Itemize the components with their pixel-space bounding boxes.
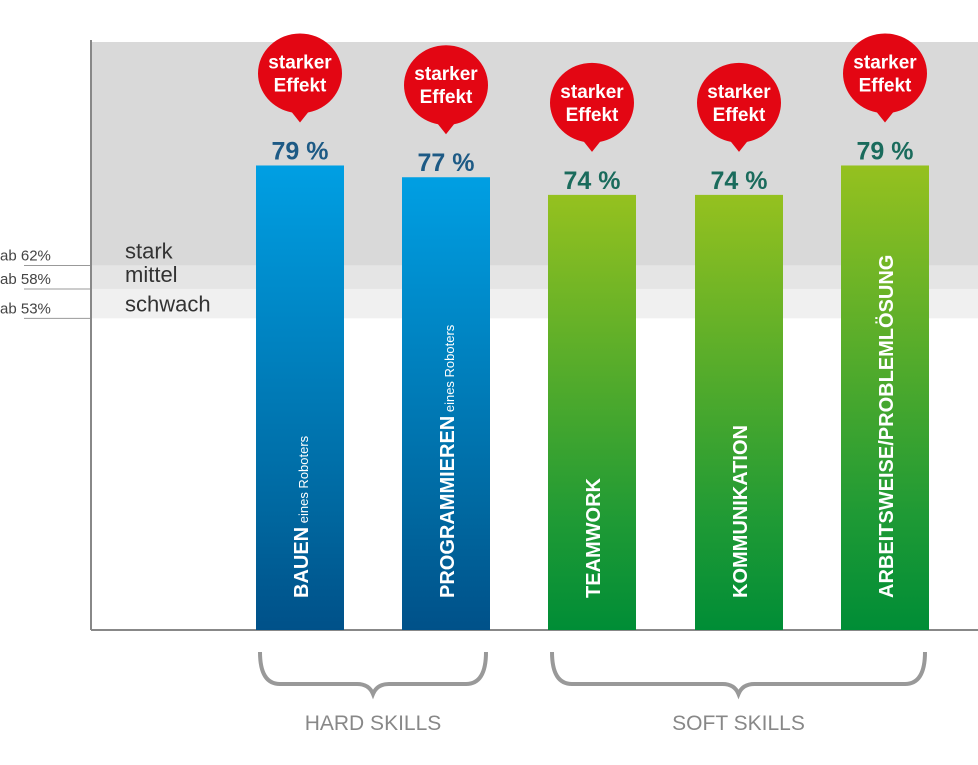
- badge-text: starker: [268, 52, 332, 73]
- band-stark: [91, 42, 978, 266]
- band-label-schwach: schwach: [125, 291, 211, 316]
- badge-text: Effekt: [274, 75, 327, 96]
- band-label-mittel: mittel: [125, 262, 178, 287]
- badge-bubble: [843, 33, 927, 123]
- group-brace: [550, 651, 927, 700]
- badge-bubble: [697, 62, 781, 152]
- bar-4: [695, 194, 783, 630]
- badge-text: starker: [414, 64, 478, 85]
- threshold-label: ab 58%: [0, 271, 51, 288]
- category-main: PROGRAMMIEREN: [437, 416, 459, 598]
- band-label-stark: stark: [125, 238, 174, 263]
- category-sub: eines Roboters: [296, 435, 311, 527]
- threshold-label: ab 62%: [0, 247, 51, 264]
- bar-5: [841, 165, 929, 631]
- value-label: 77 %: [418, 149, 475, 177]
- category-label: KOMMUNIKATION: [730, 425, 752, 598]
- category-main: KOMMUNIKATION: [730, 425, 752, 598]
- category-sub: eines Roboters: [442, 324, 457, 416]
- badge-text: Effekt: [566, 105, 619, 126]
- bar-3: [548, 194, 636, 630]
- group-label: HARD SKILLS: [305, 712, 442, 735]
- bar-2: [402, 177, 490, 631]
- category-label: ARBEITSWEISE/PROBLEMLÖSUNG: [875, 255, 898, 598]
- threshold-label: ab 53%: [0, 300, 51, 317]
- group-label: SOFT SKILLS: [672, 712, 805, 735]
- badge-text: Effekt: [420, 87, 473, 108]
- category-main: BAUEN: [291, 527, 313, 598]
- value-label: 74 %: [564, 167, 621, 195]
- category-main: ARBEITSWEISE/PROBLEMLÖSUNG: [875, 255, 898, 598]
- category-label: PROGRAMMIEREN eines Roboters: [437, 324, 459, 598]
- badge-text: Effekt: [859, 75, 912, 96]
- category-label: TEAMWORK: [583, 477, 605, 598]
- badge-text: Effekt: [713, 105, 766, 126]
- badge-text: starker: [853, 52, 917, 73]
- category-label: BAUEN eines Roboters: [291, 435, 313, 598]
- category-main: TEAMWORK: [583, 477, 605, 598]
- bar-1: [256, 165, 344, 631]
- badge-text: starker: [560, 82, 624, 103]
- band-schwach: [91, 288, 978, 319]
- badge-bubble: [550, 62, 634, 152]
- group-brace: [258, 651, 488, 700]
- value-label: 79 %: [272, 137, 329, 165]
- value-label: 74 %: [711, 167, 768, 195]
- badge-text: starker: [707, 82, 771, 103]
- badge-bubble: [258, 33, 342, 123]
- value-label: 79 %: [857, 137, 914, 165]
- badge-bubble: [404, 45, 488, 135]
